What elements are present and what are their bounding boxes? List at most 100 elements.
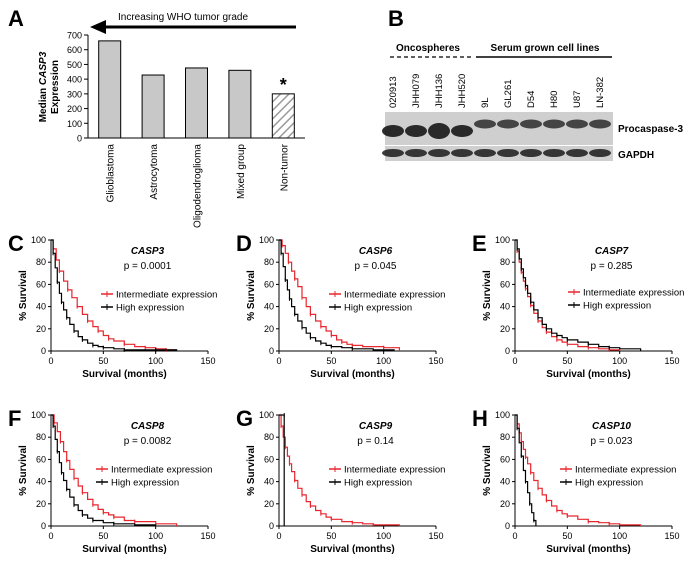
x-tick-label: 0 [512,356,517,366]
panel-b-letter: B [388,6,404,31]
procaspase-bands [382,119,611,139]
high-expression-curve [51,414,157,526]
y-tick-label: 80 [36,257,46,267]
panel-h-survival: H 0 20 40 60 80 100 0 50 100 150 Survival (months)%… [472,406,680,555]
y-tick-label: 0 [41,346,46,356]
y-tick-label: 100 [31,410,46,420]
legend-label-intermediate: Intermediate expression [111,465,212,476]
high-expression-curve [279,239,395,351]
panel-letter: G [236,406,253,431]
y-tick-label: 80 [500,257,510,267]
x-tick-label: 150 [200,531,215,541]
gene-name: CASP7 [595,246,629,257]
gene-name: CASP8 [131,421,165,432]
high-expression-curve [515,414,537,526]
procaspase-band [405,125,427,137]
y-axis-title: % Survival [246,270,257,321]
x-tick-label: 50 [562,356,572,366]
gapdh-band [543,149,565,157]
y-tick-label: 600 [67,45,82,55]
y-tick-label: 60 [500,454,510,464]
x-axis-title: Survival (months) [310,369,394,380]
y-tick-label: 20 [264,324,274,334]
procaspase-band [520,119,542,129]
x-tick-label: 150 [200,356,215,366]
significance-asterisk: * [280,75,287,95]
y-tick-label: 0 [269,521,274,531]
x-tick-label: 0 [48,356,53,366]
panel-a-arrow-label: Increasing WHO tumor grade [118,12,248,23]
legend-label-intermediate: Intermediate expression [344,465,445,476]
serum-lines-label: Serum grown cell lines [491,43,600,54]
y-tick-label: 200 [67,104,82,114]
x-tick-label: 100 [148,356,163,366]
gapdh-band [520,149,542,157]
panel-a-letter: A [8,6,24,31]
y-tick-label: 40 [36,477,46,487]
legend-label-high: High expression [344,478,412,489]
high-expression-curve [51,239,178,351]
lane-label: GL261 [503,79,514,108]
y-tick-label: 100 [31,235,46,245]
bar-oligodendroglioma [185,67,208,139]
panel-letter: D [236,231,252,256]
y-tick-label: 100 [495,235,510,245]
x-tick-label: 150 [428,356,443,366]
panel-b-western-blot: B Oncospheres Serum grown cell lines 020… [382,6,683,161]
x-axis-title: Survival (months) [82,369,166,380]
panel-a-category-labels: Glioblastoma Astrocytoma Oligodendroglioma… [106,143,291,228]
gapdh-band [451,149,473,157]
legend-label-high: High expression [583,301,651,312]
y-tick-label: 0 [77,134,82,144]
x-axis-title: Survival (months) [310,544,394,555]
y-axis-title: % Survival [482,445,493,496]
legend-label-intermediate: Intermediate expression [583,288,684,299]
p-value: p = 0.045 [355,261,397,272]
legend-label-intermediate: Intermediate expression [575,465,676,476]
oncospheres-label: Oncospheres [396,43,460,54]
x-tick-label: 50 [326,356,336,366]
legend-label-high: High expression [111,478,179,489]
y-tick-label: 40 [264,302,274,312]
lane-label: D54 [526,91,537,108]
x-tick-label: 50 [562,531,572,541]
category-label: Astrocytoma [149,144,160,200]
y-axis-title: % Survival [18,270,29,321]
x-tick-label: 50 [326,531,336,541]
procaspase-band [589,119,611,129]
bar-mixed-group [228,69,252,139]
gene-name: CASP6 [359,246,393,257]
panel-letter: E [472,231,487,256]
x-tick-label: 100 [612,356,627,366]
bar-non-tumor [271,93,295,139]
survival-panels: C 0 20 40 60 80 100 0 50 100 150 Survival (months)%… [8,231,684,555]
x-tick-label: 150 [664,531,679,541]
y-tick-label: 100 [259,410,274,420]
panel-a-ylabel: Median CASP3 [38,51,49,122]
panel-a-ylabel-line2: Expression [50,60,61,114]
y-tick-label: 100 [67,119,82,129]
panel-c-survival: C 0 20 40 60 80 100 0 50 100 150 Survival (months)%… [8,231,217,380]
p-value: p = 0.0001 [124,261,172,272]
procaspase-band [497,119,519,129]
lane-label: JHH136 [434,74,445,108]
panel-f-survival: F 0 20 40 60 80 100 0 50 100 150 Survival (months)%… [8,406,216,555]
x-tick-label: 150 [428,531,443,541]
x-axis-title: Survival (months) [82,544,166,555]
procaspase-band [566,119,588,129]
y-tick-label: 40 [500,302,510,312]
y-tick-label: 20 [36,499,46,509]
y-tick-label: 20 [36,324,46,334]
p-value: p = 0.023 [591,436,633,447]
x-axis-title: Survival (months) [546,369,630,380]
lane-label: LN-382 [595,77,606,108]
y-axis-title: % Survival [482,270,493,321]
procaspase-band [428,123,450,139]
y-tick-label: 0 [41,521,46,531]
lane-label: U87 [572,91,583,108]
panel-d-survival: D 0 20 40 60 80 100 0 50 100 150 Survival (months)%… [236,231,445,380]
procaspase-band [474,119,496,129]
legend-label-intermediate: Intermediate expression [344,290,445,301]
y-tick-label: 700 [67,31,82,41]
